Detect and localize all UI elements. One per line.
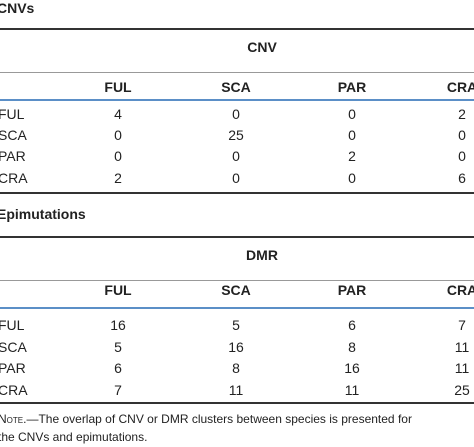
column-header: SCA	[221, 79, 251, 95]
cell: 7	[114, 382, 122, 398]
cell: 2	[348, 148, 356, 164]
cell: 0	[348, 170, 356, 186]
column-header: PAR	[337, 79, 367, 95]
column-header: CRA	[446, 282, 474, 298]
cell: 25	[454, 382, 470, 398]
rule	[0, 28, 474, 30]
rule	[0, 99, 474, 101]
note-text: —The overlap of CNV or DMR clusters betw…	[26, 412, 412, 426]
row-label: FUL	[0, 317, 25, 333]
cell: 0	[114, 127, 122, 143]
cell: 0	[232, 106, 240, 122]
note-line: the CNVs and epimutations.	[0, 430, 148, 444]
cell: 6	[458, 170, 466, 186]
cell: 16	[344, 360, 360, 376]
cell: 11	[228, 382, 244, 398]
cell: 6	[114, 360, 122, 376]
cell: 16	[228, 339, 244, 355]
cell: 0	[232, 148, 240, 164]
column-header: SCA	[221, 282, 251, 298]
row-label: CRA	[0, 170, 28, 186]
cell: 16	[110, 317, 126, 333]
cell: 7	[458, 317, 466, 333]
rule	[0, 307, 474, 309]
cell: 11	[454, 339, 470, 355]
group-header: DMR	[246, 247, 278, 263]
section-title: Epimutations	[0, 206, 86, 222]
note-label: Note.	[0, 412, 27, 426]
cell: 0	[232, 170, 240, 186]
cell: 8	[232, 360, 240, 376]
rule	[0, 402, 474, 404]
row-label: FUL	[0, 106, 25, 122]
cell: 5	[114, 339, 122, 355]
section-title: CNVs	[0, 0, 35, 16]
cell: 11	[344, 382, 360, 398]
row-label: PAR	[0, 148, 26, 164]
group-header: CNV	[247, 39, 277, 55]
cell: 2	[458, 106, 466, 122]
cell: 5	[232, 317, 240, 333]
row-label: SCA	[0, 127, 27, 143]
column-header: FUL	[104, 282, 132, 298]
column-header: PAR	[337, 282, 367, 298]
row-label: PAR	[0, 360, 26, 376]
cell: 4	[114, 106, 122, 122]
cell: 8	[348, 339, 356, 355]
row-label: CRA	[0, 382, 28, 398]
cell: 0	[348, 106, 356, 122]
rule	[0, 280, 474, 281]
cell: 0	[114, 148, 122, 164]
column-header: CRA	[446, 79, 474, 95]
cell: 2	[114, 170, 122, 186]
rule	[0, 72, 474, 73]
rule	[0, 192, 474, 194]
cell: 25	[228, 127, 244, 143]
rule	[0, 236, 474, 238]
cell: 0	[348, 127, 356, 143]
column-header: FUL	[104, 79, 132, 95]
row-label: SCA	[0, 339, 27, 355]
cell: 11	[454, 360, 470, 376]
cell: 0	[458, 148, 466, 164]
cell: 6	[348, 317, 356, 333]
note-line: Note.—The overlap of CNV or DMR clusters…	[0, 410, 412, 428]
cell: 0	[458, 127, 466, 143]
